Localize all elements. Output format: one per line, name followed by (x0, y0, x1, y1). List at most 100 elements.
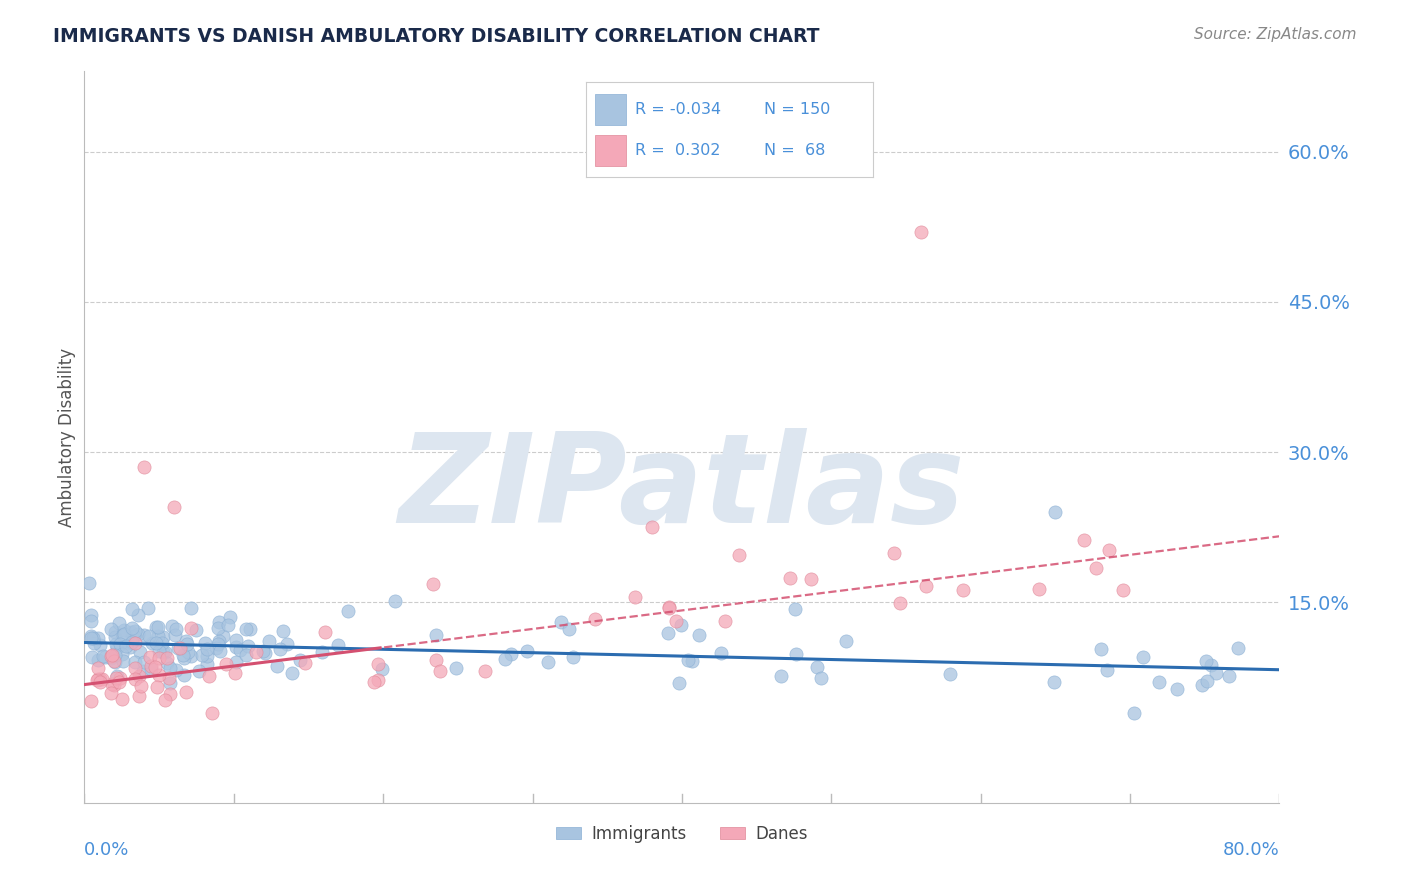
Point (266, 658, 288, 673)
Point (104, 648, 127, 662)
Point (191, 648, 214, 662)
Point (132, 655, 155, 669)
Point (225, 640, 247, 654)
Point (1098, 543, 1121, 558)
Point (195, 648, 218, 663)
Point (79, 614, 101, 628)
Point (678, 653, 700, 667)
Point (658, 599, 681, 614)
Point (208, 634, 231, 648)
Point (79, 629, 101, 643)
Point (1085, 561, 1108, 575)
Point (176, 685, 198, 699)
Point (197, 657, 219, 671)
Point (215, 657, 238, 671)
Text: 80.0%: 80.0% (1223, 841, 1279, 859)
Point (89, 638, 111, 652)
Point (100, 686, 122, 700)
Point (150, 636, 173, 650)
Point (367, 657, 389, 671)
Point (239, 622, 262, 636)
Point (501, 647, 523, 661)
Point (89, 674, 111, 689)
Point (186, 623, 208, 637)
Point (100, 648, 122, 663)
Point (1043, 675, 1066, 690)
Point (124, 629, 146, 643)
Point (1095, 663, 1118, 677)
Point (537, 655, 560, 669)
Point (176, 637, 198, 651)
Point (111, 647, 134, 661)
Point (561, 650, 583, 665)
Point (104, 630, 127, 644)
Point (129, 679, 152, 693)
Point (104, 624, 127, 639)
Point (87, 672, 110, 686)
Point (124, 661, 146, 675)
Point (91, 649, 114, 664)
Point (336, 604, 359, 618)
Point (207, 622, 229, 636)
Point (103, 654, 125, 668)
Point (176, 633, 198, 648)
Point (236, 640, 259, 654)
Point (134, 628, 156, 642)
Point (145, 620, 167, 634)
Point (1045, 505, 1067, 519)
Point (197, 669, 219, 683)
Point (252, 644, 274, 658)
Point (87, 631, 110, 645)
Point (205, 641, 228, 656)
Point (108, 616, 131, 631)
Point (108, 671, 131, 685)
Point (280, 665, 302, 680)
Point (156, 657, 179, 671)
Point (225, 633, 247, 648)
Point (384, 594, 406, 608)
Point (311, 645, 333, 659)
Point (127, 626, 149, 640)
Point (152, 645, 174, 659)
Point (665, 614, 688, 628)
Point (224, 665, 246, 680)
Point (166, 641, 188, 656)
Point (104, 655, 127, 669)
Point (120, 624, 142, 639)
Point (558, 622, 581, 636)
Point (208, 615, 231, 630)
Point (207, 637, 229, 651)
Point (121, 635, 143, 649)
Point (132, 664, 155, 678)
Point (105, 641, 128, 656)
Point (624, 590, 647, 604)
Point (550, 615, 572, 629)
Point (83, 636, 105, 650)
Point (105, 637, 128, 651)
Point (217, 618, 239, 632)
Point (108, 675, 131, 690)
Point (112, 623, 135, 637)
Point (218, 610, 240, 624)
Point (127, 608, 149, 623)
Point (914, 579, 936, 593)
Point (80, 694, 103, 708)
Point (148, 644, 170, 658)
Point (146, 680, 169, 694)
Point (105, 669, 128, 683)
Point (80, 608, 103, 623)
Point (363, 675, 385, 690)
Point (163, 500, 186, 515)
Point (1227, 641, 1250, 656)
Point (835, 633, 858, 648)
Point (779, 571, 801, 585)
Text: IMMIGRANTS VS DANISH AMBULATORY DISABILITY CORRELATION CHART: IMMIGRANTS VS DANISH AMBULATORY DISABILI… (53, 27, 820, 45)
Point (165, 623, 187, 637)
Point (1132, 650, 1154, 665)
Point (1122, 706, 1144, 720)
Point (82, 650, 104, 665)
Point (494, 651, 516, 665)
Point (169, 640, 191, 655)
Point (124, 624, 146, 639)
Point (124, 636, 146, 650)
